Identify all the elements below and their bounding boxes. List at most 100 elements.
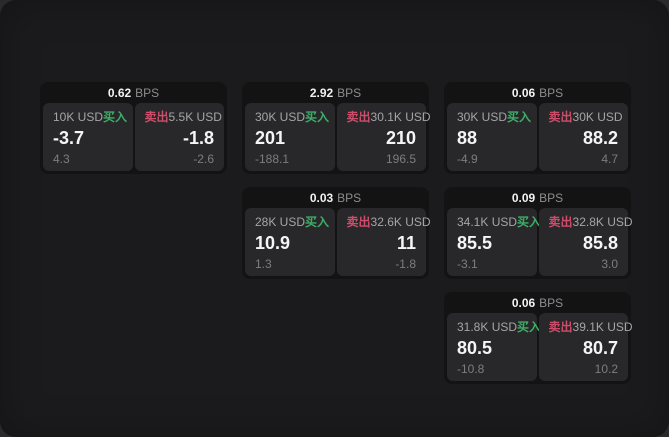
bps-unit-label: BPS <box>539 295 564 310</box>
sell-tile-header: 卖出 5.5K USD <box>144 110 222 124</box>
quote-card-body: 31.8K USD 买入 80.5 -10.8 卖出 39.1K USD 80.… <box>447 313 633 381</box>
sell-tile-header: 卖出 32.6K USD <box>346 215 431 229</box>
buy-price: 88 <box>457 128 478 148</box>
buy-side-label: 买入 <box>305 110 330 124</box>
buy-change: -4.9 <box>457 152 478 166</box>
quote-card-body: 34.1K USD 买入 85.5 -3.1 卖出 32.8K USD 85.8… <box>447 208 633 276</box>
bps-unit-label: BPS <box>337 85 362 100</box>
buy-notional: 10K USD <box>53 110 104 124</box>
sell-tile-header: 卖出 39.1K USD <box>549 320 633 334</box>
bps-unit-label: BPS <box>539 190 564 205</box>
bps-unit-label: BPS <box>539 85 564 100</box>
bps-value: 0.06 <box>511 85 536 100</box>
sell-side-label: 卖出 <box>548 215 573 229</box>
sell-change: -2.6 <box>193 152 214 166</box>
sell-notional: 30.1K USD <box>370 110 431 124</box>
sell-change: 10.2 <box>594 362 618 376</box>
sell-tile-header: 卖出 30K USD <box>548 110 623 124</box>
buy-side-label: 买入 <box>517 320 542 334</box>
buy-side-label: 买入 <box>103 110 128 124</box>
buy-tile-header: 10K USD 买入 <box>53 110 127 124</box>
sell-change: 4.7 <box>601 152 618 166</box>
sell-side-label: 卖出 <box>548 110 573 124</box>
bps-header: 0.06 BPS <box>447 82 628 103</box>
buy-side-label: 买入 <box>507 110 532 124</box>
quote-cards-grid: 0.62 BPS 10K USD 买入 -3.7 4.3 卖出 5.5K USD… <box>40 82 633 384</box>
bps-unit-label: BPS <box>337 190 362 205</box>
buy-quote-tile[interactable]: 10K USD 买入 -3.7 4.3 <box>43 103 133 171</box>
buy-price: -3.7 <box>53 128 85 148</box>
sell-change: -1.8 <box>395 257 416 271</box>
sell-notional: 32.8K USD <box>572 215 633 229</box>
quote-card-body: 10K USD 买入 -3.7 4.3 卖出 5.5K USD -1.8 -2.… <box>43 103 224 171</box>
quote-card: 0.06 BPS 31.8K USD 买入 80.5 -10.8 卖出 39.1… <box>444 292 633 384</box>
sell-price: 85.8 <box>582 233 618 253</box>
buy-change: 1.3 <box>255 257 272 271</box>
bps-header: 0.09 BPS <box>447 187 628 208</box>
buy-change: -10.8 <box>457 362 485 376</box>
buy-change: 4.3 <box>53 152 70 166</box>
buy-notional: 31.8K USD <box>457 320 518 334</box>
sell-price: 11 <box>396 233 416 253</box>
sell-side-label: 卖出 <box>346 110 371 124</box>
bps-value: 0.03 <box>309 190 334 205</box>
buy-price: 85.5 <box>457 233 493 253</box>
buy-change: -3.1 <box>457 257 478 271</box>
buy-quote-tile[interactable]: 30K USD 买入 88 -4.9 <box>447 103 537 171</box>
bps-header: 0.06 BPS <box>447 292 628 313</box>
buy-quote-tile[interactable]: 28K USD 买入 10.9 1.3 <box>245 208 335 276</box>
buy-side-label: 买入 <box>305 215 330 229</box>
bps-value: 0.06 <box>511 295 536 310</box>
bps-value: 0.62 <box>107 85 132 100</box>
bps-unit-label: BPS <box>135 85 160 100</box>
quote-card-body: 28K USD 买入 10.9 1.3 卖出 32.6K USD 11 -1.8 <box>245 208 431 276</box>
buy-quote-tile[interactable]: 31.8K USD 买入 80.5 -10.8 <box>447 313 541 381</box>
buy-tile-header: 31.8K USD 买入 <box>457 320 541 334</box>
sell-price: 88.2 <box>582 128 618 148</box>
sell-quote-tile[interactable]: 卖出 32.6K USD 11 -1.8 <box>336 208 431 276</box>
buy-tile-header: 30K USD 买入 <box>457 110 531 124</box>
buy-notional: 30K USD <box>457 110 508 124</box>
sell-price: -1.8 <box>182 128 214 148</box>
bps-header: 0.62 BPS <box>43 82 224 103</box>
buy-notional: 30K USD <box>255 110 306 124</box>
buy-tile-header: 30K USD 买入 <box>255 110 329 124</box>
sell-side-label: 卖出 <box>144 110 169 124</box>
sell-change: 196.5 <box>385 152 416 166</box>
sell-tile-header: 卖出 32.8K USD <box>548 215 633 229</box>
sell-notional: 39.1K USD <box>572 320 633 334</box>
quote-card: 0.06 BPS 30K USD 买入 88 -4.9 卖出 30K USD 8… <box>444 82 631 174</box>
buy-quote-tile[interactable]: 30K USD 买入 201 -188.1 <box>245 103 335 171</box>
quote-card: 0.09 BPS 34.1K USD 买入 85.5 -3.1 卖出 32.8K… <box>444 187 633 279</box>
bps-header: 2.92 BPS <box>245 82 426 103</box>
buy-tile-header: 28K USD 买入 <box>255 215 329 229</box>
sell-quote-tile[interactable]: 卖出 30K USD 88.2 4.7 <box>538 103 628 171</box>
quote-card-body: 30K USD 买入 201 -188.1 卖出 30.1K USD 210 1… <box>245 103 431 171</box>
quote-card: 0.62 BPS 10K USD 买入 -3.7 4.3 卖出 5.5K USD… <box>40 82 227 174</box>
bps-header: 0.03 BPS <box>245 187 426 208</box>
sell-price: 80.7 <box>582 338 618 358</box>
sell-quote-tile[interactable]: 卖出 39.1K USD 80.7 10.2 <box>538 313 633 381</box>
quote-card: 2.92 BPS 30K USD 买入 201 -188.1 卖出 30.1K … <box>242 82 431 174</box>
buy-notional: 34.1K USD <box>457 215 518 229</box>
buy-side-label: 买入 <box>517 215 542 229</box>
buy-notional: 28K USD <box>255 215 306 229</box>
buy-quote-tile[interactable]: 34.1K USD 买入 85.5 -3.1 <box>447 208 541 276</box>
sell-change: 3.0 <box>601 257 618 271</box>
sell-side-label: 卖出 <box>346 215 371 229</box>
sell-notional: 5.5K USD <box>168 110 222 124</box>
sell-price: 210 <box>385 128 416 148</box>
sell-notional: 30K USD <box>572 110 623 124</box>
quote-card-body: 30K USD 买入 88 -4.9 卖出 30K USD 88.2 4.7 <box>447 103 628 171</box>
buy-change: -188.1 <box>255 152 290 166</box>
buy-price: 10.9 <box>255 233 291 253</box>
sell-notional: 32.6K USD <box>370 215 431 229</box>
buy-price: 201 <box>255 128 286 148</box>
buy-tile-header: 34.1K USD 买入 <box>457 215 541 229</box>
quote-card: 0.03 BPS 28K USD 买入 10.9 1.3 卖出 32.6K US… <box>242 187 431 279</box>
sell-quote-tile[interactable]: 卖出 30.1K USD 210 196.5 <box>336 103 431 171</box>
sell-quote-tile[interactable]: 卖出 32.8K USD 85.8 3.0 <box>538 208 633 276</box>
buy-price: 80.5 <box>457 338 493 358</box>
sell-quote-tile[interactable]: 卖出 5.5K USD -1.8 -2.6 <box>134 103 224 171</box>
